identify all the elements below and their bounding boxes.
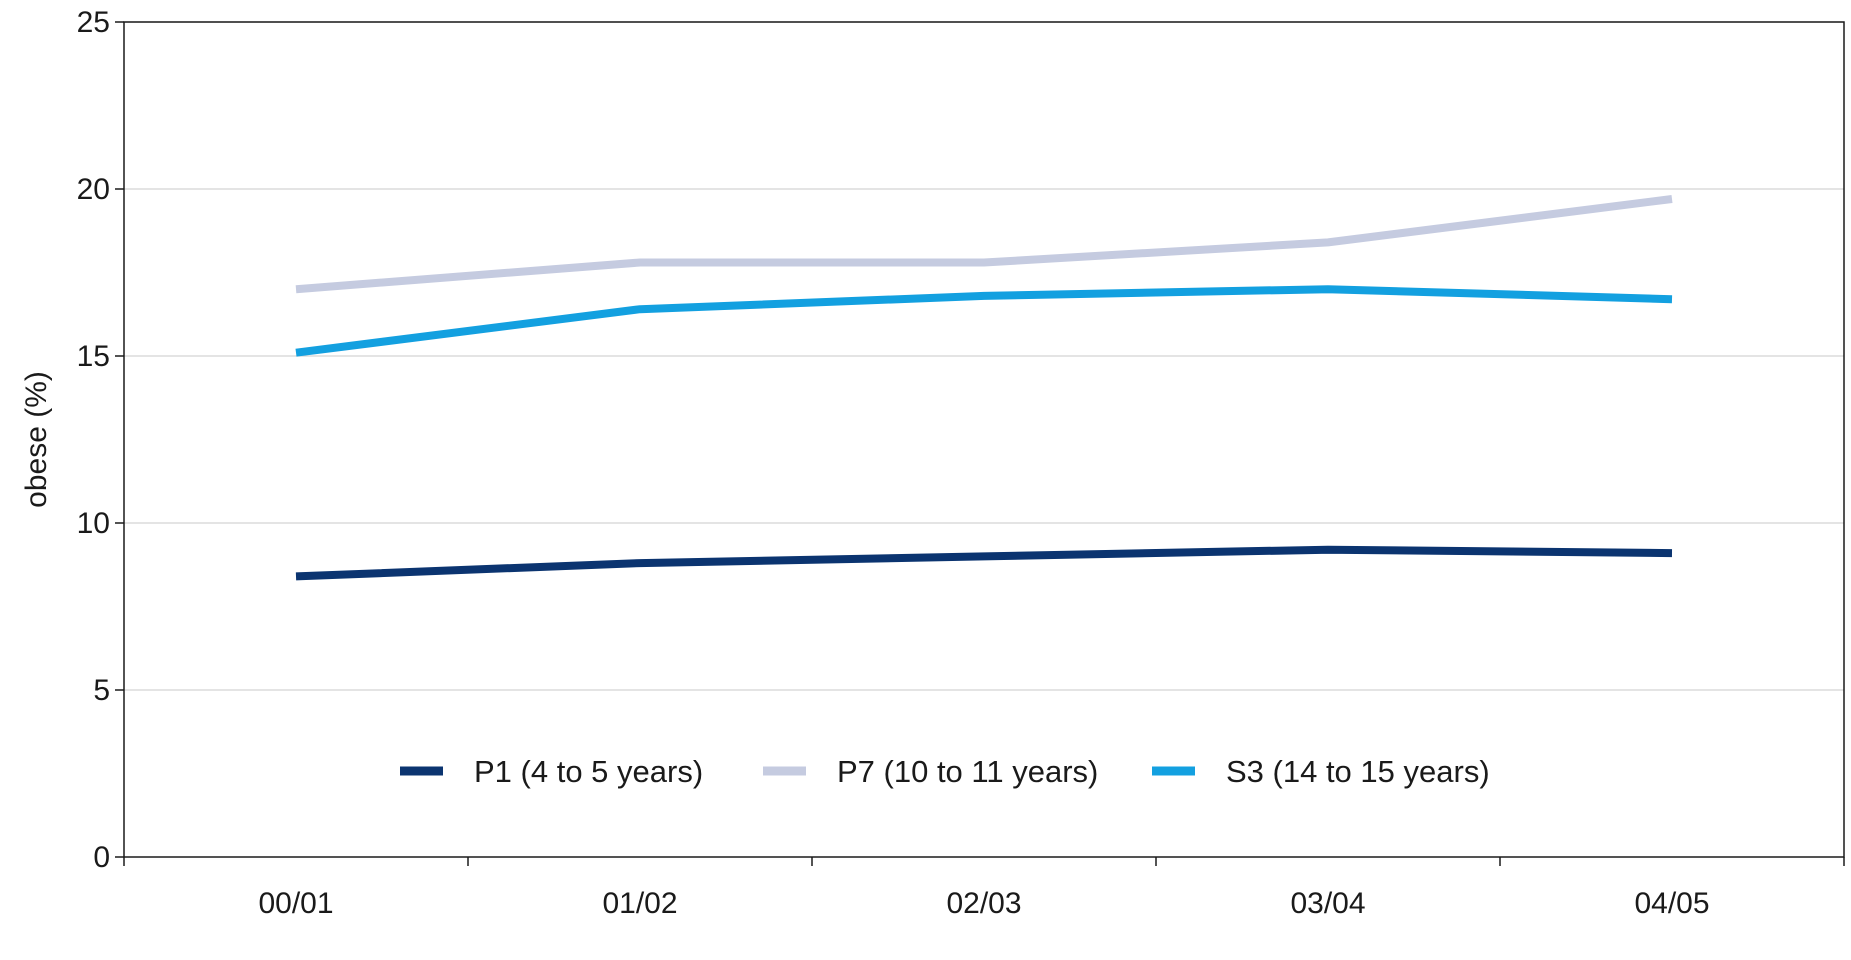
x-tick-label: 01/02	[602, 887, 677, 920]
plot-frame	[123, 21, 1845, 858]
series-line-1	[295, 545, 1673, 581]
x-tick-label: 02/03	[946, 887, 1021, 920]
y-tick-label: 25	[77, 6, 110, 39]
legend-label: P7 (10 to 11 years)	[837, 754, 1098, 789]
axes: 0 5 10 15 20 25 00/01 01/02 02/03 03/04 04/05	[77, 6, 1845, 920]
y-tick-label: 20	[77, 173, 110, 206]
legend-label: P1 (4 to 5 years)	[474, 754, 703, 789]
y-tick-label: 0	[93, 841, 110, 874]
y-tick-label: 10	[77, 507, 110, 540]
y-tick-label: 5	[93, 674, 110, 707]
y-tick-label: 15	[77, 340, 110, 373]
y-axis-title: obese (%)	[20, 371, 53, 508]
series-line-2	[295, 195, 1673, 294]
series-line-3	[295, 285, 1673, 357]
x-tick-label: 03/04	[1290, 887, 1365, 920]
x-tick-label: 04/05	[1634, 887, 1709, 920]
series-lines	[295, 195, 1673, 581]
legend-label: S3 (14 to 15 years)	[1226, 754, 1490, 789]
legend: P1 (4 to 5 years) P7 (10 to 11 years) S3 (…	[400, 754, 1490, 789]
x-tick-label: 00/01	[258, 887, 333, 920]
gridlines	[124, 21, 1844, 691]
